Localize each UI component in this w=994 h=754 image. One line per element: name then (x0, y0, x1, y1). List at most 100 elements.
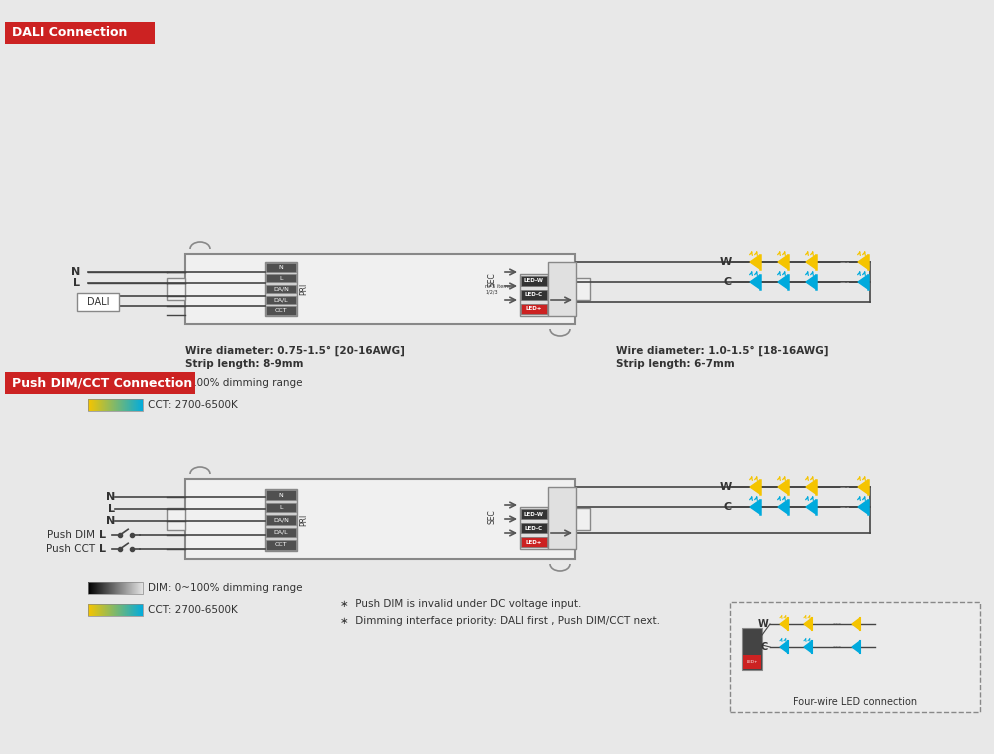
Bar (91, 377, 92, 389)
Polygon shape (805, 255, 815, 269)
Polygon shape (777, 500, 787, 514)
Bar (126, 604, 127, 616)
Text: Strip length: 6-7mm: Strip length: 6-7mm (615, 359, 734, 369)
Bar (112, 604, 113, 616)
Polygon shape (749, 500, 759, 514)
Polygon shape (777, 275, 787, 289)
Bar (98, 604, 100, 616)
FancyBboxPatch shape (167, 278, 185, 300)
Bar (106, 582, 107, 594)
Bar (95, 377, 96, 389)
Bar (125, 377, 126, 389)
Bar (109, 582, 110, 594)
FancyBboxPatch shape (265, 540, 295, 550)
Bar (136, 399, 137, 411)
Text: C: C (724, 502, 732, 512)
Polygon shape (749, 480, 759, 494)
FancyBboxPatch shape (265, 306, 295, 314)
Bar (104, 399, 105, 411)
Bar (105, 399, 106, 411)
FancyBboxPatch shape (264, 489, 296, 551)
Bar (132, 377, 133, 389)
Bar (90, 582, 91, 594)
Bar (88, 399, 89, 411)
Bar (130, 604, 131, 616)
Bar (87, 377, 143, 389)
Bar (129, 582, 130, 594)
Bar (98, 399, 100, 411)
Bar (142, 604, 143, 616)
Text: L: L (108, 504, 115, 514)
Bar (115, 399, 116, 411)
Bar (91, 399, 92, 411)
Bar (139, 604, 140, 616)
Bar (107, 377, 108, 389)
Bar (129, 604, 130, 616)
Bar (131, 582, 132, 594)
Bar (138, 377, 139, 389)
Bar (120, 399, 121, 411)
Text: N: N (105, 492, 115, 502)
Bar (105, 582, 106, 594)
Bar (94, 582, 95, 594)
Bar (132, 604, 133, 616)
FancyBboxPatch shape (548, 262, 576, 316)
Bar (111, 377, 112, 389)
Bar (92, 377, 93, 389)
Bar (124, 377, 125, 389)
Bar (118, 399, 119, 411)
Bar (96, 377, 97, 389)
Text: N: N (71, 267, 80, 277)
Text: DALI Connection: DALI Connection (12, 26, 127, 39)
Bar (120, 377, 121, 389)
Text: L: L (279, 505, 282, 510)
Polygon shape (805, 500, 815, 514)
Bar (128, 604, 129, 616)
Text: CCT: CCT (274, 308, 287, 313)
Bar (87, 604, 88, 616)
FancyBboxPatch shape (521, 523, 547, 533)
Bar (124, 604, 125, 616)
Bar (116, 604, 117, 616)
Bar (140, 582, 141, 594)
Bar (108, 604, 109, 616)
Bar (140, 399, 141, 411)
FancyBboxPatch shape (264, 262, 296, 316)
Text: n=5 items
1/2/3: n=5 items 1/2/3 (484, 284, 510, 294)
Bar (101, 582, 102, 594)
Text: N: N (278, 492, 283, 498)
FancyBboxPatch shape (185, 254, 575, 324)
Bar (111, 604, 112, 616)
Bar (90, 604, 91, 616)
Bar (113, 604, 114, 616)
Bar (108, 399, 109, 411)
Text: LED+: LED+ (525, 540, 542, 544)
Bar (141, 377, 142, 389)
Polygon shape (803, 618, 811, 630)
FancyBboxPatch shape (5, 372, 195, 394)
FancyBboxPatch shape (521, 304, 547, 314)
Text: N: N (105, 516, 115, 526)
Text: SEC: SEC (487, 273, 496, 287)
Bar (124, 582, 125, 594)
Bar (125, 399, 126, 411)
Bar (97, 377, 98, 389)
Text: Push DIM: Push DIM (47, 530, 94, 540)
Bar (142, 377, 143, 389)
Bar (88, 582, 89, 594)
Bar (113, 399, 114, 411)
Text: Wire diameter: 1.0-1.5° [18-16AWG]: Wire diameter: 1.0-1.5° [18-16AWG] (615, 346, 828, 357)
Bar (108, 582, 109, 594)
Bar (98, 582, 100, 594)
Text: L: L (279, 276, 282, 280)
Text: Wire diameter: 0.75-1.5° [20-16AWG]: Wire diameter: 0.75-1.5° [20-16AWG] (185, 346, 405, 357)
Bar (103, 582, 104, 594)
Polygon shape (749, 275, 759, 289)
Bar (122, 399, 123, 411)
Bar (127, 604, 128, 616)
Bar (118, 377, 119, 389)
FancyBboxPatch shape (5, 22, 155, 44)
Bar (90, 399, 91, 411)
Text: Push CCT: Push CCT (46, 544, 94, 554)
Text: ∗  Push DIM is invalid under DC voltage input.: ∗ Push DIM is invalid under DC voltage i… (340, 599, 580, 609)
